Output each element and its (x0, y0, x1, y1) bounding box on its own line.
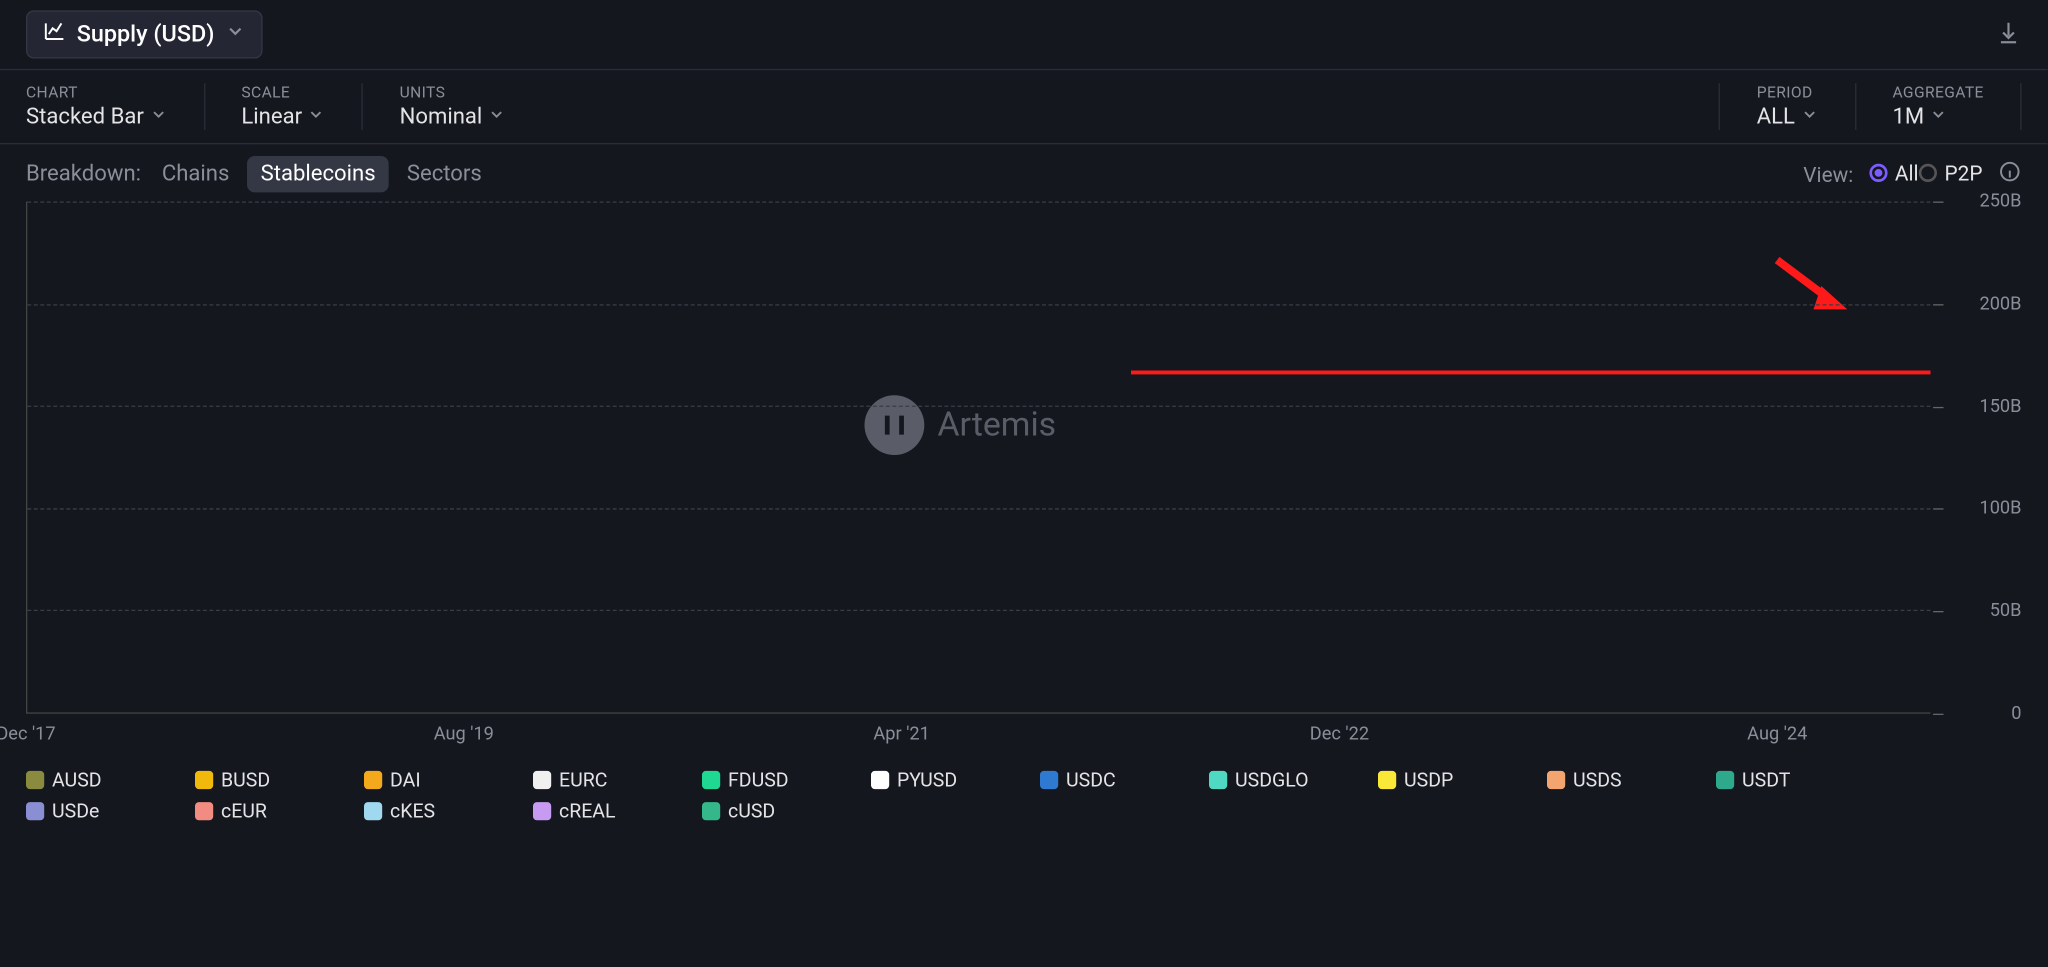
chevron-down-icon (149, 104, 167, 130)
chart-type-dropdown[interactable]: CHART Stacked Bar (26, 83, 167, 130)
scale-dropdown[interactable]: SCALE Linear (241, 83, 325, 130)
metric-title: Supply (USD) (77, 21, 215, 48)
legend-item-creal[interactable]: cREAL (533, 800, 676, 823)
legend-item-usde[interactable]: USDe (26, 800, 169, 823)
breakdown-label: Breakdown: (26, 161, 141, 187)
chevron-down-icon (307, 104, 325, 130)
breakdown-tabs: Breakdown: ChainsStablecoinsSectors (26, 161, 500, 187)
metric-dropdown[interactable]: Supply (USD) (26, 10, 263, 58)
chevron-down-icon (225, 21, 246, 48)
breakdown-tab-sectors[interactable]: Sectors (407, 161, 482, 187)
chart-legend: AUSD BUSD DAI EURC FDUSD PYUSD USDC USDGLO USDP U… (0, 761, 2047, 842)
legend-item-pyusd[interactable]: PYUSD (871, 768, 1014, 791)
legend-item-usdc[interactable]: USDC (1040, 768, 1183, 791)
chevron-down-icon (1800, 104, 1818, 130)
aggregate-dropdown[interactable]: AGGREGATE 1M (1892, 83, 1983, 130)
legend-item-dai[interactable]: DAI (364, 768, 507, 791)
legend-item-ceur[interactable]: cEUR (195, 800, 338, 823)
x-tick-label: Dec '22 (1310, 724, 1369, 745)
download-button[interactable] (1995, 19, 2021, 50)
legend-item-ckes[interactable]: cKES (364, 800, 507, 823)
x-tick-label: Aug '19 (434, 724, 494, 745)
chart-line-icon (43, 20, 66, 50)
legend-item-fdusd[interactable]: FDUSD (702, 768, 845, 791)
y-tick-label: 50B (1990, 601, 2022, 622)
x-tick-label: Aug '24 (1747, 724, 1807, 745)
watermark: Artemis (865, 396, 1056, 456)
period-dropdown[interactable]: PERIOD ALL (1757, 83, 1819, 130)
view-radio-all[interactable]: All (1869, 161, 1919, 186)
view-label: View: (1803, 162, 1853, 187)
chevron-down-icon (1929, 104, 1947, 130)
annotation-arrow-icon (1769, 253, 1852, 326)
y-tick-label: 150B (1979, 396, 2021, 417)
watermark-text: Artemis (938, 406, 1057, 445)
annotation-line (1131, 371, 1930, 375)
x-tick-label: Dec '17 (0, 724, 56, 745)
info-icon[interactable] (1998, 160, 2021, 189)
view-toggle: View: AllP2P (1803, 160, 2021, 189)
legend-item-usdt[interactable]: USDT (1716, 768, 1859, 791)
breakdown-tab-stablecoins[interactable]: Stablecoins (248, 156, 389, 192)
view-radio-p2p[interactable]: P2P (1919, 161, 1983, 186)
legend-item-busd[interactable]: BUSD (195, 768, 338, 791)
units-dropdown[interactable]: UNITS Nominal (400, 83, 506, 130)
stacked-bar-chart: Artemis 050B100B150B200B250B Dec '17Aug … (26, 202, 2021, 761)
y-tick-label: 200B (1979, 294, 2021, 315)
legend-item-usds[interactable]: USDS (1547, 768, 1690, 791)
legend-item-cusd[interactable]: cUSD (702, 800, 845, 823)
x-tick-label: Apr '21 (873, 724, 929, 745)
y-tick-label: 250B (1979, 191, 2021, 212)
legend-item-usdp[interactable]: USDP (1378, 768, 1521, 791)
legend-item-usdglo[interactable]: USDGLO (1209, 768, 1352, 791)
legend-item-eurc[interactable]: EURC (533, 768, 676, 791)
breakdown-tab-chains[interactable]: Chains (162, 161, 230, 187)
y-tick-label: 0 (2011, 703, 2021, 724)
legend-item-ausd[interactable]: AUSD (26, 768, 169, 791)
chevron-down-icon (488, 104, 506, 130)
watermark-logo-icon (865, 396, 925, 456)
y-tick-label: 100B (1979, 498, 2021, 519)
